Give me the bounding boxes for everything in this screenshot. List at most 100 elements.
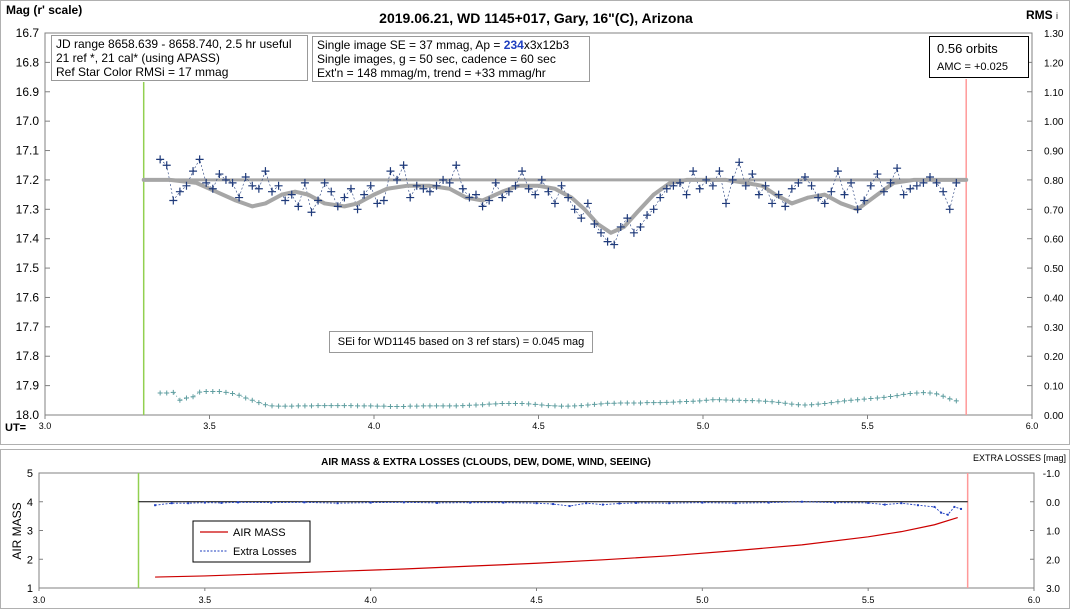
extra-losses-point: [154, 504, 157, 507]
rms-point: [888, 393, 894, 399]
extra-losses-point: [203, 501, 206, 504]
rms-point: [414, 403, 420, 409]
magnitude-point: [221, 175, 230, 184]
extra-losses-point: [585, 502, 588, 505]
magnitude-point: [379, 196, 388, 205]
magnitude-point: [722, 199, 731, 208]
top-chart-title: 2019.06.21, WD 1145+017, Gary, 16"(C), A…: [379, 10, 693, 26]
magnitude-point: [215, 170, 224, 179]
airmass-series-line: [155, 516, 958, 578]
rms-point: [532, 401, 538, 407]
extra-losses-point: [369, 501, 372, 504]
top-y-tick-label: 17.7: [16, 320, 40, 334]
rms-point: [480, 402, 486, 408]
magnitude-point: [346, 184, 355, 193]
rms-point: [565, 403, 571, 409]
magnitude-point: [643, 211, 652, 220]
magnitude-point: [458, 184, 467, 193]
rms-point: [519, 401, 525, 407]
bottom-y-tick-label: 3: [27, 526, 33, 538]
magnitude-point: [261, 167, 270, 176]
magnitude-point: [616, 222, 625, 231]
magnitude-point: [590, 220, 599, 228]
rms-point: [374, 403, 380, 409]
magnitude-point: [787, 184, 796, 193]
rms-point: [512, 401, 518, 407]
rms-point: [598, 401, 604, 407]
top-ylabel-left: Mag (r' scale): [6, 3, 82, 17]
magnitude-point: [610, 240, 619, 249]
bottom-y2-tick-label: -1.0: [1043, 469, 1061, 480]
top-ylabel-right: RMS i: [1026, 8, 1058, 22]
extra-losses-point: [502, 501, 505, 504]
bottom-x-tick-label: 5.5: [862, 595, 875, 605]
magnitude-point: [287, 190, 296, 199]
rms-point: [335, 403, 341, 409]
extra-losses-point: [552, 503, 555, 506]
bottom-x-tick-label: 3.5: [199, 595, 212, 605]
extra-losses-point: [734, 502, 737, 505]
top-x-tick-label: 5.0: [697, 421, 710, 431]
magnitude-point: [360, 190, 369, 199]
magnitude-point: [847, 178, 856, 187]
magnitude-point: [675, 178, 684, 187]
info-box-right: 0.56 orbits AMC = +0.025: [929, 36, 1029, 78]
bottom-y-tick-label: 5: [27, 468, 33, 480]
rms-point: [210, 388, 216, 394]
magnitude-point: [235, 193, 244, 202]
extra-losses-point: [953, 505, 956, 508]
rms-point: [578, 403, 584, 409]
rms-point: [947, 396, 953, 402]
top-y2-tick-label: 0.80: [1044, 176, 1064, 187]
extra-losses-point: [170, 502, 173, 505]
rms-point: [269, 403, 275, 409]
magnitude-series-line: [159, 158, 957, 245]
magnitude-point: [550, 199, 559, 208]
model-curve: [141, 177, 969, 235]
magnitude-point: [307, 208, 316, 217]
extra-losses-point: [960, 507, 963, 510]
top-x-tick-label: 3.5: [203, 421, 216, 431]
rms-point: [447, 403, 453, 409]
rms-point: [183, 395, 189, 401]
rms-point: [440, 403, 446, 409]
magnitude-point: [833, 167, 842, 176]
magnitude-point: [300, 178, 309, 187]
rms-point: [631, 400, 637, 406]
rms-point: [368, 403, 374, 409]
rms-point: [677, 399, 683, 405]
magnitude-point: [518, 167, 527, 176]
extra-losses-point: [883, 503, 886, 506]
magnitude-point: [735, 158, 744, 167]
magnitude-point: [162, 161, 171, 170]
rms-point: [282, 403, 288, 409]
top-y-tick-label: 17.4: [16, 232, 40, 246]
top-y-tick-label: 17.3: [16, 202, 40, 216]
extra-losses-point: [336, 502, 339, 505]
top-y-tick-label: 17.5: [16, 261, 40, 275]
magnitude-point: [485, 196, 494, 205]
magnitude-point: [741, 181, 750, 190]
magnitude-point: [583, 199, 592, 208]
rms-point: [302, 403, 308, 409]
rms-point: [802, 402, 808, 408]
rms-point: [664, 399, 670, 405]
top-y-tick-label: 16.9: [16, 85, 40, 99]
magnitude-point: [445, 178, 454, 187]
magnitude-point: [893, 164, 902, 173]
rms-point: [289, 403, 295, 409]
extra-losses-point: [635, 501, 637, 504]
rms-series: [157, 388, 959, 409]
rms-point: [789, 401, 795, 407]
magnitude-point: [399, 161, 408, 170]
extra-losses-point: [834, 501, 836, 504]
magnitude-point: [386, 167, 395, 176]
magnitude-point: [866, 181, 875, 190]
magnitude-point: [728, 175, 737, 184]
magnitude-point: [662, 184, 671, 193]
magnitude-point: [208, 184, 217, 193]
extra-losses-point: [303, 501, 306, 504]
rms-point: [651, 400, 657, 406]
top-y-tick-label: 18.0: [16, 408, 40, 422]
magnitude-point: [373, 199, 382, 208]
